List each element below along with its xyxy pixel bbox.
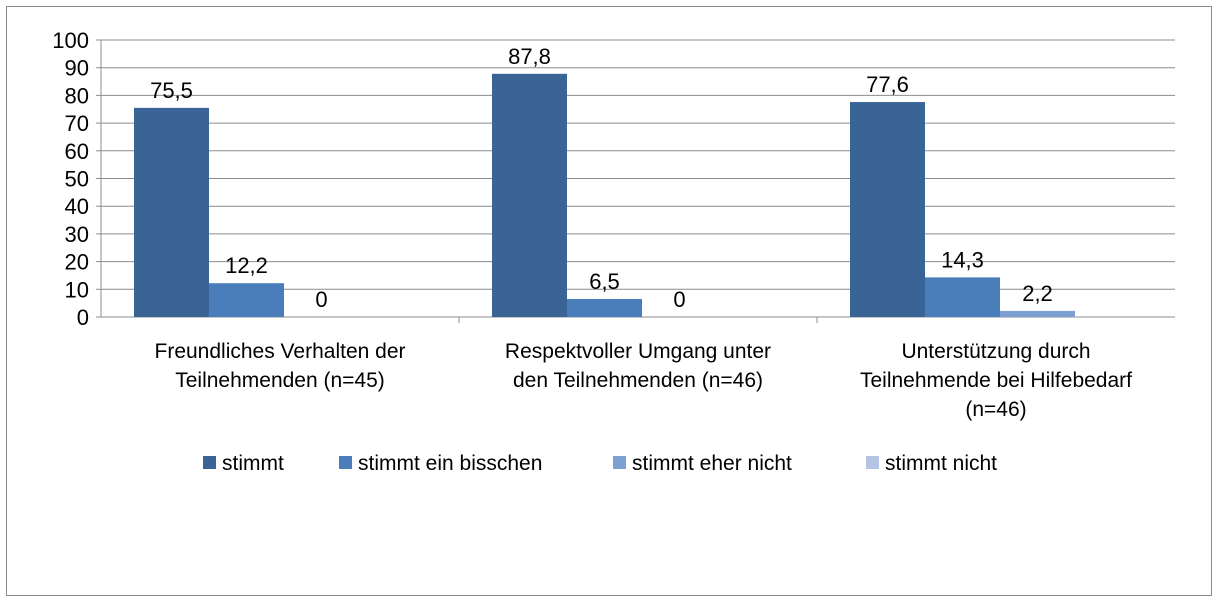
y-tick-label: 40 <box>65 194 89 219</box>
y-tick-label: 60 <box>65 139 89 164</box>
data-label: 12,2 <box>225 253 268 278</box>
data-label: 6,5 <box>589 269 620 294</box>
y-tick-label: 70 <box>65 111 89 136</box>
y-tick-label: 80 <box>65 83 89 108</box>
legend-swatch <box>866 456 879 469</box>
x-category-label: (n=46) <box>965 398 1026 421</box>
y-tick-label: 10 <box>65 277 89 302</box>
y-tick-label: 90 <box>65 56 89 81</box>
x-category-label: den Teilnehmenden (n=46) <box>513 369 763 392</box>
data-label: 2,2 <box>1022 281 1053 306</box>
data-label: 14,3 <box>941 247 984 272</box>
bar <box>492 73 567 317</box>
data-label: 75,5 <box>150 78 193 103</box>
bar <box>850 102 925 317</box>
bar <box>567 298 642 317</box>
y-tick-label: 0 <box>77 305 89 330</box>
bar <box>925 277 1000 317</box>
bar <box>209 283 284 317</box>
legend-label: stimmt <box>222 452 284 475</box>
legend-swatch <box>613 456 626 469</box>
data-label: 87,8 <box>508 44 551 69</box>
x-category-label: Freundliches Verhalten der <box>155 340 406 363</box>
y-tick-label: 50 <box>65 167 89 192</box>
y-tick-label: 30 <box>65 222 89 247</box>
data-label: 77,6 <box>866 72 909 97</box>
x-category-label: Teilnehmenden (n=45) <box>175 369 385 392</box>
x-category-label: Teilnehmende bei Hilfebedarf <box>860 369 1132 392</box>
legend-swatch <box>339 456 352 469</box>
legend-label: stimmt eher nicht <box>632 452 792 475</box>
bar <box>1000 310 1075 317</box>
bar <box>134 107 209 318</box>
legend-label: stimmt nicht <box>885 452 997 475</box>
x-category-label: Unterstützung durch <box>901 340 1090 363</box>
data-label: 0 <box>315 287 327 312</box>
data-label: 0 <box>673 287 685 312</box>
legend-label: stimmt ein bisschen <box>358 452 542 475</box>
x-category-label: Respektvoller Umgang unter <box>505 340 771 363</box>
y-tick-label: 20 <box>65 250 89 275</box>
y-tick-label: 100 <box>52 28 89 53</box>
legend-swatch <box>203 456 216 469</box>
